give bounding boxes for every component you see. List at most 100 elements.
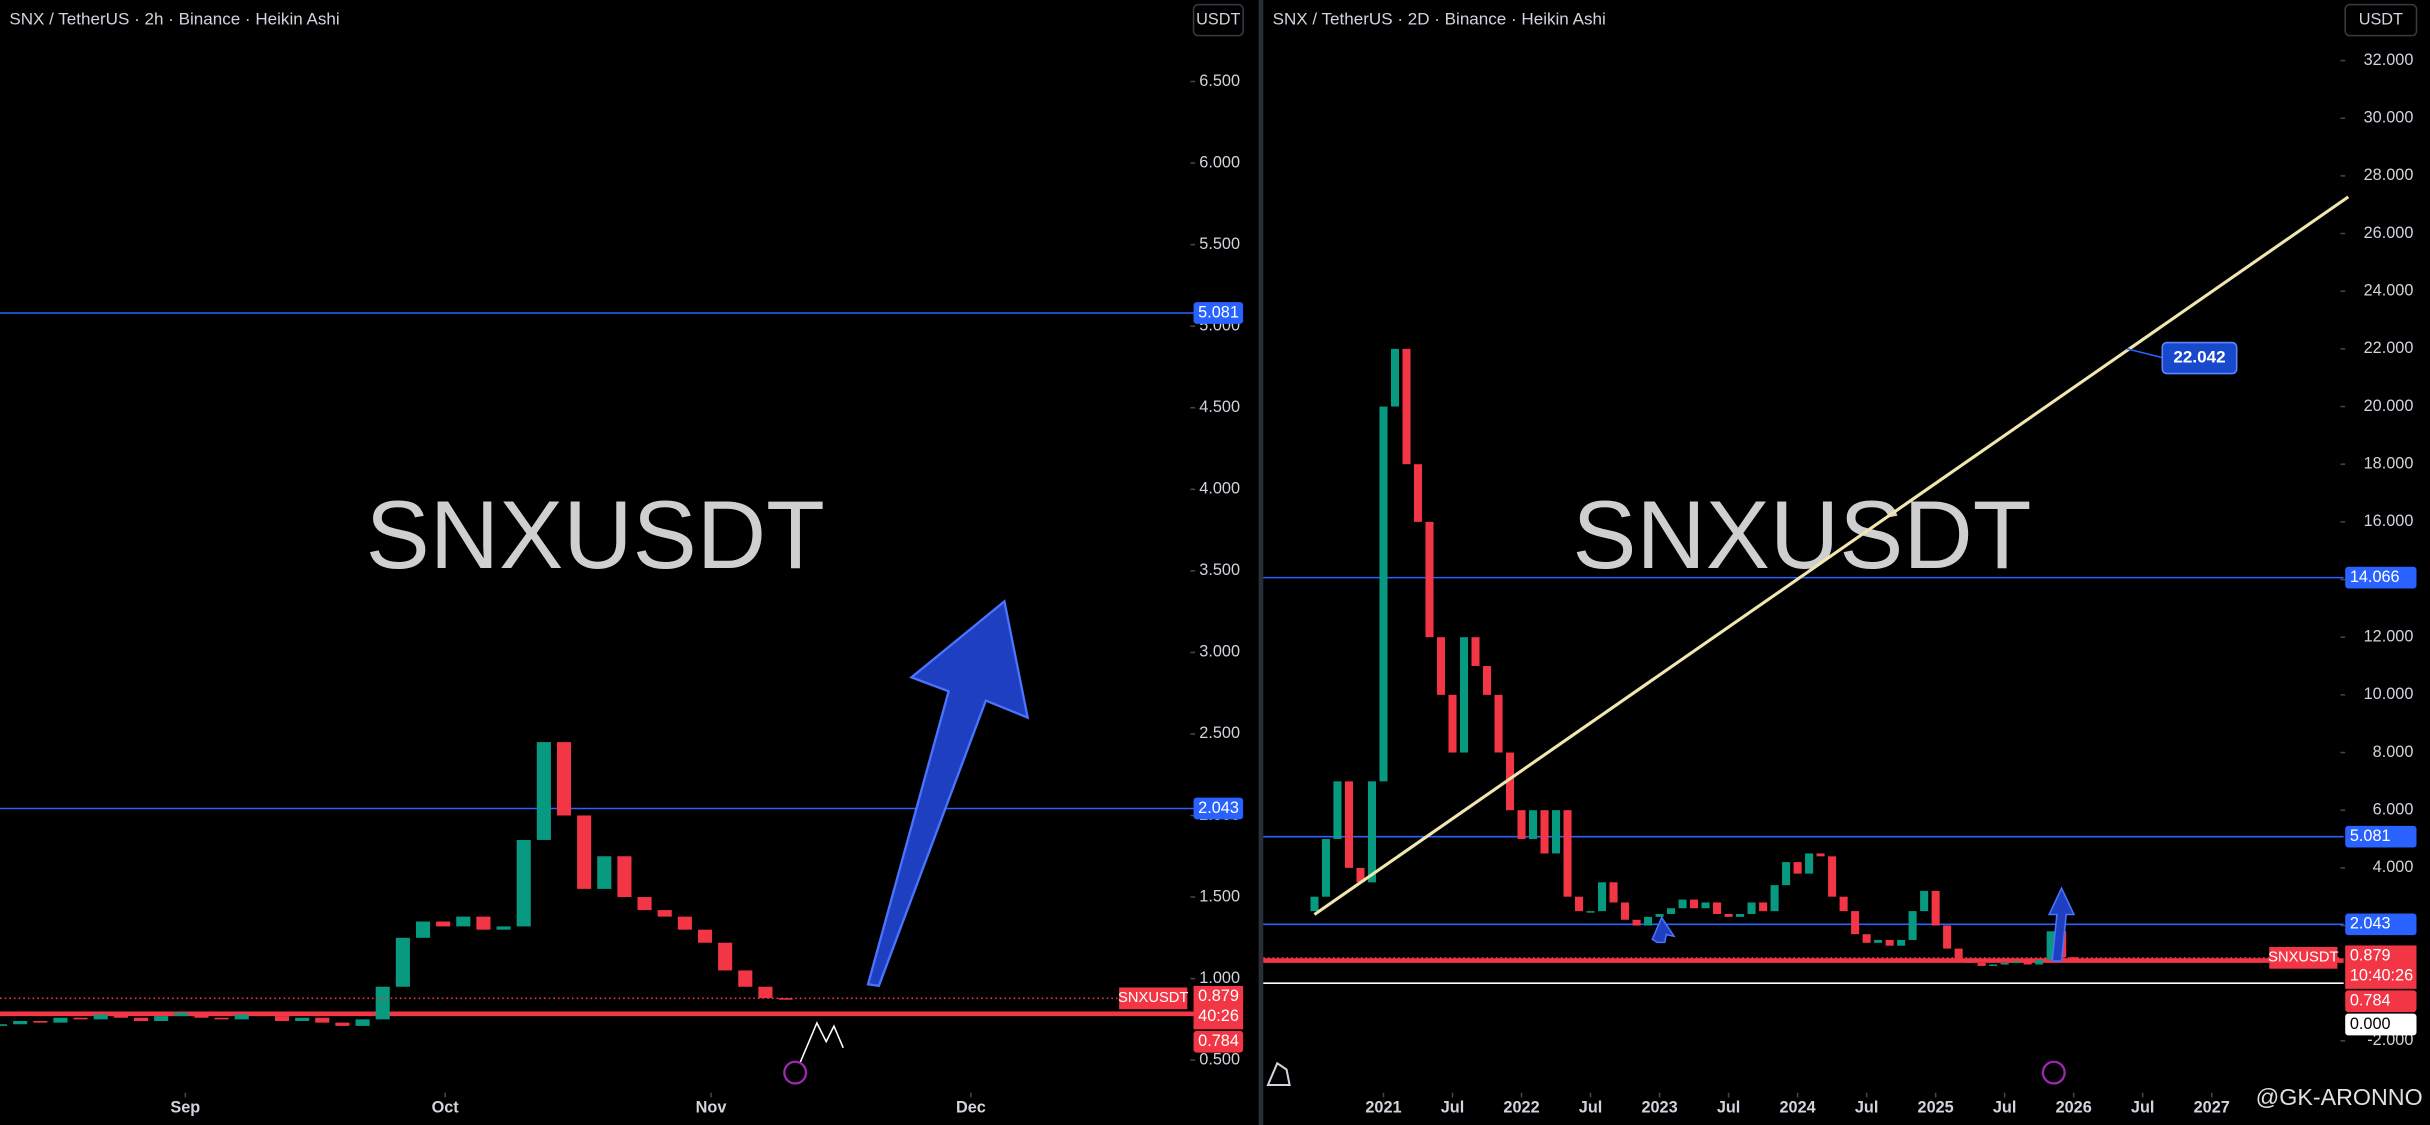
level-label-box — [2345, 1013, 2417, 1036]
candle-body — [436, 921, 451, 927]
y-tick-label: 28.000 — [2364, 166, 2414, 184]
candle-body — [677, 916, 692, 930]
candle-body — [1977, 963, 1986, 966]
candle-body — [1402, 348, 1411, 465]
event-icon — [2041, 1060, 2066, 1085]
candle-body — [1713, 902, 1722, 914]
candle-body — [1448, 694, 1457, 753]
candle-body — [1690, 899, 1699, 909]
candle-body — [1321, 839, 1331, 897]
candle-body — [53, 1017, 68, 1023]
candle-body — [496, 926, 511, 930]
candle-body — [1966, 960, 1975, 964]
candle-body — [758, 986, 773, 999]
y-tick-label: 3.000 — [1199, 643, 1240, 661]
last-price: 0.879 — [2350, 947, 2391, 965]
candle-body — [33, 1020, 48, 1023]
candle-body — [1621, 902, 1630, 920]
candle-body — [657, 910, 672, 917]
y-tick-label: 6.000 — [1199, 153, 1240, 171]
event-icon — [783, 1060, 808, 1085]
y-tick-label: -2.000 — [2367, 1031, 2413, 1049]
candle-body — [597, 856, 612, 889]
candle-body — [1356, 867, 1365, 883]
candle-body — [516, 839, 531, 927]
candle-body — [1747, 902, 1756, 914]
candle-body — [1701, 902, 1710, 909]
countdown: 40:26 — [1198, 1007, 1239, 1025]
candle-body — [315, 1017, 330, 1023]
candle-body — [1943, 925, 1952, 949]
watermark: SNXUSDT — [1572, 482, 2031, 589]
candle-body — [113, 1014, 128, 1018]
x-tick-label: 2025 — [1918, 1099, 1954, 1117]
candle-body — [1644, 916, 1653, 926]
level-label: 2.043 — [1198, 799, 1239, 817]
candle-body — [1759, 902, 1768, 912]
divider — [1258, 0, 1264, 1125]
y-tick-label: 1.000 — [1199, 969, 1240, 987]
x-tick-label: Jul — [2131, 1099, 2155, 1117]
y-tick-label: 0.500 — [1199, 1050, 1240, 1068]
candle-body — [637, 897, 652, 911]
logo — [1266, 1061, 1291, 1087]
candle-body — [2000, 963, 2009, 965]
candle-body — [1379, 406, 1388, 782]
candle-body — [234, 1014, 249, 1020]
candle-body — [1333, 781, 1342, 840]
currency-button — [1192, 3, 1244, 37]
candle-body — [1482, 666, 1492, 695]
candle-body — [1851, 911, 1860, 935]
currency: USDT — [1196, 10, 1240, 28]
y-tick-label: 10.000 — [2364, 685, 2414, 703]
candle-body — [1609, 882, 1618, 903]
candle-body — [174, 1012, 189, 1017]
candle-body — [1563, 810, 1572, 897]
currency-button — [2344, 3, 2418, 37]
candle-body — [0, 1024, 8, 1026]
candle-body — [1667, 908, 1676, 914]
candle-body — [1828, 856, 1837, 897]
x-tick-label: Nov — [696, 1099, 727, 1117]
candle-body — [1344, 781, 1354, 868]
y-tick-label: 30.000 — [2364, 109, 2414, 127]
candle-body — [1459, 637, 1469, 753]
x-tick-label: Jul — [1717, 1099, 1741, 1117]
candle-body — [1782, 862, 1791, 886]
level-label: 14.066 — [2350, 568, 2400, 586]
candle-body — [274, 1016, 290, 1021]
candle-body — [1989, 964, 1998, 967]
level-label-box — [1193, 1030, 1244, 1053]
candle-body — [1390, 348, 1400, 407]
x-tick-label: 2027 — [2194, 1099, 2230, 1117]
level-label: 0.000 — [2350, 1015, 2391, 1033]
candle-body — [2046, 931, 2055, 961]
y-tick-label: 22.000 — [2364, 339, 2414, 357]
projection-path — [799, 1021, 844, 1064]
candle-body — [1655, 913, 1664, 917]
x-tick-label: Dec — [956, 1099, 986, 1117]
trend-line — [1313, 195, 2350, 916]
level-label-box — [1193, 302, 1244, 324]
annotation-pointer — [2126, 348, 2165, 359]
watermark: SNXUSDT — [366, 482, 825, 589]
level-label-box — [2345, 990, 2417, 1013]
symbol-label: SNXUSDT — [2268, 950, 2338, 966]
candle-body — [697, 929, 713, 943]
candle-body — [1874, 939, 1883, 943]
last-price-box — [2345, 945, 2417, 989]
candle-body — [214, 1017, 229, 1020]
candle-body — [1897, 939, 1906, 946]
candle-body — [254, 1014, 269, 1017]
y-tick-label: 1.500 — [1199, 887, 1240, 905]
candle-body — [73, 1017, 88, 1020]
up-arrow-small — [1651, 915, 1676, 944]
level-label-box — [2345, 566, 2417, 589]
chart-right: SNX / TetherUS · 2D · Binance · Heikin A… — [1263, 3, 2418, 1117]
candle-body — [295, 1017, 310, 1021]
candle-body — [476, 916, 491, 930]
candle-body — [718, 942, 733, 971]
x-tick-label: Oct — [432, 1099, 460, 1117]
candle-body — [1517, 810, 1526, 840]
